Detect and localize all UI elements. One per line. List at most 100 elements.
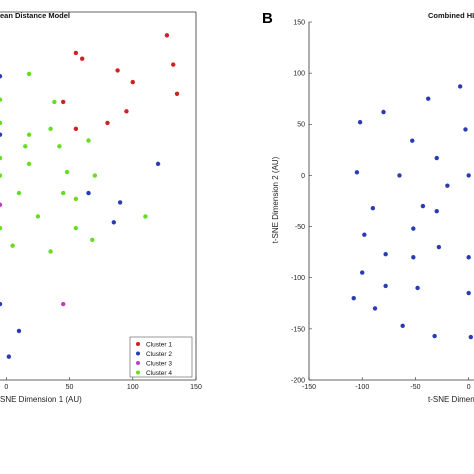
- panel-b-point: [397, 173, 402, 178]
- panel-a-point: [52, 99, 57, 105]
- panel-a-point: [0, 225, 3, 231]
- panel-a-point: [105, 120, 110, 126]
- panel-b-title: Combined HI: [428, 11, 474, 20]
- panel-a-point: [61, 301, 66, 307]
- panel-a-point: [10, 243, 15, 248]
- panel-b-point: [400, 323, 405, 328]
- panel-b-y-tick-label: -100: [291, 275, 305, 282]
- panel-b-point: [351, 295, 356, 301]
- panel-b-point: [372, 306, 378, 311]
- panel-a-point: [143, 214, 148, 219]
- panel-b-point: [410, 138, 415, 143]
- panel-a-point: [90, 237, 95, 243]
- panel-b-point: [370, 205, 376, 211]
- panel-b-y-label: t-SNE Dimension 2 (AU): [271, 156, 280, 243]
- panel-a-point: [0, 120, 3, 126]
- panel-a-point: [0, 97, 3, 102]
- panel-b-point: [411, 226, 416, 231]
- panel-b-point: [434, 155, 439, 161]
- panel-a: ean Distance Model 0 50 100 150 SNE Dimensi…: [0, 11, 202, 404]
- panel-a-point: [0, 155, 3, 161]
- panel-b-y-tick-label: 0: [301, 173, 305, 180]
- panel-a-point: [0, 74, 3, 79]
- panel-b-point: [457, 84, 463, 89]
- panel-b-y-tick-label: -50: [295, 224, 305, 231]
- panel-a-point: [26, 161, 32, 167]
- panel-a-title: ean Distance Model: [0, 11, 70, 20]
- legend-box: [129, 336, 193, 378]
- panel-a-point: [26, 132, 32, 137]
- panel-a-point: [64, 169, 70, 175]
- legend-marker: [136, 351, 140, 356]
- panel-a-point: [111, 220, 117, 225]
- panel-a-point: [73, 196, 79, 202]
- panel-a-x-tick-label: 50: [66, 384, 74, 391]
- panel-b-x-tick-label: -150: [302, 384, 316, 391]
- panel-b-point: [381, 109, 386, 115]
- panel-a-point: [73, 50, 79, 56]
- panel-a-point: [164, 33, 170, 38]
- legend-marker: [136, 370, 140, 375]
- panel-a-point: [16, 190, 22, 196]
- panel-b-point: [362, 232, 367, 237]
- panel-b-y-ticks: 150 100 50 0 -50 -100 -150 -200: [291, 19, 312, 384]
- panel-b-y-tick-label: 100: [293, 71, 305, 78]
- panel-b-point: [466, 173, 471, 178]
- panel-b-point: [354, 170, 360, 175]
- panel-a-point: [0, 173, 3, 178]
- panel-b-point: [434, 209, 439, 214]
- panel-a-point: [0, 132, 3, 137]
- panel-a-x-tick-label: 0: [4, 384, 8, 391]
- panel-b-point: [357, 120, 363, 125]
- panel-a-point: [0, 301, 3, 307]
- panel-b-y-tick-label: 150: [293, 19, 305, 26]
- panel-b-point: [411, 255, 416, 260]
- panel-b-point: [383, 283, 388, 289]
- panel-b-point: [415, 285, 420, 291]
- panel-a-point: [79, 56, 85, 61]
- panel-a-point: [23, 144, 28, 149]
- panel-a-point: [115, 68, 120, 73]
- panel-a-point: [16, 328, 22, 334]
- panel-a-point: [86, 190, 91, 196]
- panel-a-point: [73, 225, 79, 231]
- panel-b-point: [360, 270, 365, 275]
- panel-a-point: [73, 126, 79, 132]
- panel-b-letter: B: [262, 10, 273, 27]
- panel-b: B Combined HI 150 100 50 0 -50 -100 -150-200 -…: [262, 10, 474, 404]
- legend-marker: [136, 342, 140, 346]
- panel-b-point: [466, 255, 471, 260]
- panel-b-point: [436, 244, 442, 250]
- panel-a-x-tick-label: 150: [190, 384, 202, 391]
- legend-label: Cluster 1: [146, 341, 172, 348]
- panel-a-point: [48, 126, 53, 132]
- panel-a-point: [117, 200, 123, 205]
- panel-a-x-tick-label: 100: [127, 384, 139, 391]
- panel-a-point: [6, 354, 12, 359]
- panel-a-point: [124, 109, 129, 114]
- panel-a-point: [130, 79, 135, 85]
- panel-b-point: [420, 203, 426, 209]
- panel-b-point: [445, 183, 450, 188]
- panel-b-point: [426, 96, 431, 101]
- panel-a-point: [92, 173, 98, 178]
- panel-a-point: [48, 249, 53, 254]
- panel-b-point: [432, 333, 437, 339]
- legend-label: Cluster 2: [146, 351, 172, 358]
- panel-b-y-tick-label: 50: [297, 122, 305, 129]
- legend-label: Cluster 3: [146, 360, 172, 367]
- panel-a-point: [57, 144, 62, 149]
- legend-label: Cluster 4: [146, 370, 172, 377]
- panel-a-point: [86, 138, 91, 143]
- panel-b-point: [466, 290, 471, 296]
- panel-b-point: [468, 334, 474, 340]
- panel-b-point: [463, 127, 468, 132]
- panel-a-point: [174, 91, 180, 96]
- panel-a-x-ticks: 0 50 100 150: [4, 377, 202, 391]
- panel-b-y-tick-label: -200: [291, 377, 305, 384]
- panel-b-x-tick-label: -50: [410, 384, 420, 391]
- panel-a-point: [155, 161, 161, 167]
- panel-a-point: [61, 190, 66, 196]
- legend-items: Cluster 1 Cluster 2 Cluster 3 Cluster 4: [136, 341, 172, 377]
